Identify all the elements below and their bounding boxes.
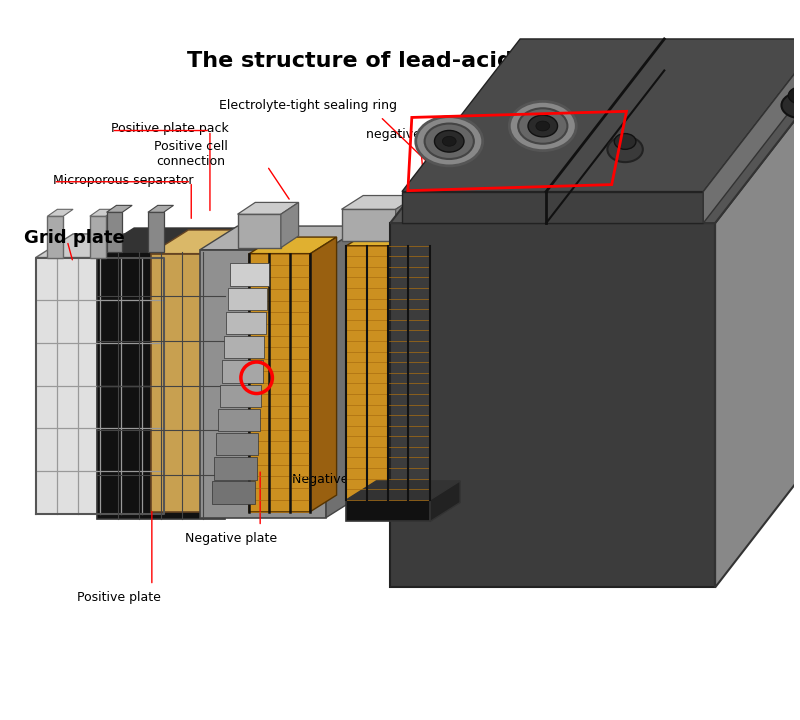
Polygon shape <box>47 210 73 216</box>
Polygon shape <box>346 481 460 500</box>
Polygon shape <box>218 409 260 431</box>
Polygon shape <box>258 216 277 253</box>
Polygon shape <box>250 237 337 253</box>
Polygon shape <box>464 456 486 510</box>
Polygon shape <box>258 208 289 216</box>
Polygon shape <box>151 253 277 512</box>
Polygon shape <box>36 234 201 258</box>
Ellipse shape <box>607 137 643 162</box>
Polygon shape <box>230 264 269 286</box>
Polygon shape <box>430 227 460 500</box>
Polygon shape <box>214 457 257 480</box>
Text: Positive cell
connection: Positive cell connection <box>154 140 228 168</box>
Text: Casing: Casing <box>642 281 685 294</box>
Polygon shape <box>238 215 281 248</box>
Ellipse shape <box>442 136 456 146</box>
Ellipse shape <box>536 121 550 131</box>
Polygon shape <box>224 336 264 359</box>
Polygon shape <box>212 482 255 504</box>
Polygon shape <box>703 39 800 223</box>
Text: Microporous separator: Microporous separator <box>54 174 194 187</box>
Polygon shape <box>90 216 106 258</box>
Polygon shape <box>90 210 115 216</box>
Polygon shape <box>151 230 314 253</box>
Polygon shape <box>200 250 326 518</box>
Polygon shape <box>106 212 122 252</box>
Text: Positive plate pack: Positive plate pack <box>111 122 230 135</box>
Polygon shape <box>390 71 800 223</box>
Polygon shape <box>200 226 363 250</box>
Polygon shape <box>226 312 266 334</box>
Polygon shape <box>342 210 396 240</box>
Ellipse shape <box>510 102 576 150</box>
Polygon shape <box>396 196 418 240</box>
Polygon shape <box>106 205 132 212</box>
Polygon shape <box>238 202 298 215</box>
Polygon shape <box>277 230 314 512</box>
Polygon shape <box>342 196 418 210</box>
Ellipse shape <box>434 130 464 152</box>
Text: The structure of lead-acid battery: The structure of lead-acid battery <box>187 50 613 71</box>
Polygon shape <box>47 216 63 258</box>
Ellipse shape <box>416 117 482 166</box>
Ellipse shape <box>518 108 567 144</box>
Text: Electrolyte-tight sealing ring: Electrolyte-tight sealing ring <box>219 99 398 112</box>
Text: Negative plate: Negative plate <box>185 531 277 545</box>
Polygon shape <box>346 500 430 521</box>
Polygon shape <box>220 384 261 407</box>
Text: Grid plate: Grid plate <box>24 229 125 247</box>
Polygon shape <box>222 361 262 382</box>
Ellipse shape <box>788 87 800 104</box>
Text: negative cell connection: negative cell connection <box>366 128 519 141</box>
Polygon shape <box>390 223 715 588</box>
Text: Valve: Valve <box>510 102 544 115</box>
Text: Positive plate: Positive plate <box>78 591 162 604</box>
Text: Terminal: Terminal <box>636 334 690 347</box>
Polygon shape <box>216 433 258 455</box>
Polygon shape <box>228 288 267 310</box>
Polygon shape <box>97 228 262 252</box>
Polygon shape <box>148 212 164 252</box>
Ellipse shape <box>425 124 474 159</box>
Polygon shape <box>346 227 460 246</box>
Polygon shape <box>310 237 337 512</box>
Polygon shape <box>402 192 703 223</box>
Polygon shape <box>346 246 430 500</box>
Polygon shape <box>464 446 502 456</box>
Polygon shape <box>402 39 800 192</box>
Ellipse shape <box>528 115 558 137</box>
Polygon shape <box>36 258 164 513</box>
Polygon shape <box>430 481 460 521</box>
Text: Negative plate pack: Negative plate pack <box>450 409 575 422</box>
Polygon shape <box>715 71 800 588</box>
Text: Negative pole: Negative pole <box>293 472 379 485</box>
Polygon shape <box>326 226 363 518</box>
Ellipse shape <box>614 134 636 149</box>
Polygon shape <box>97 252 225 520</box>
Polygon shape <box>281 202 298 248</box>
Polygon shape <box>250 253 310 512</box>
Ellipse shape <box>782 93 800 118</box>
Polygon shape <box>148 205 174 212</box>
